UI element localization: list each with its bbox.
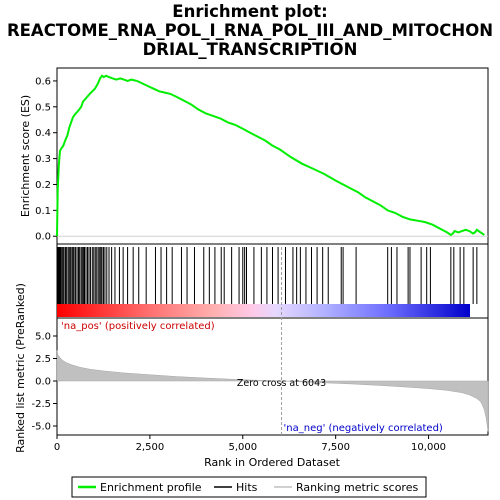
metric-y-tick-label: 5.0: [35, 332, 51, 343]
rank-color-bar: [57, 304, 470, 317]
metric-y-tick-label: 0.0: [35, 377, 51, 388]
legend-metric-label: Ranking metric scores: [296, 481, 418, 494]
es-y-tick-label: 0.6: [35, 76, 51, 87]
plot-title: Enrichment plot: REACTOME_RNA_POL_I_RNA_…: [0, 2, 500, 59]
metric-y-tick-label: -5.0: [31, 422, 51, 433]
ranking-metric-area: [56, 350, 489, 432]
title-line-1: Enrichment plot:: [172, 2, 328, 21]
es-y-tick-label: 0.2: [35, 180, 51, 191]
es-y-axis-label: Enrichment score (ES): [19, 95, 32, 217]
es-y-tick-label: 0.3: [35, 154, 51, 165]
metric-y-tick-label: -2.5: [31, 399, 51, 410]
es-y-tick-label: 0.0: [35, 232, 51, 243]
title-line-3: DRIAL_TRANSCRIPTION: [142, 40, 358, 59]
positive-correlation-label: 'na_pos' (positively correlated): [61, 321, 215, 332]
title-line-2: REACTOME_RNA_POL_I_RNA_POL_III_AND_MITOC…: [6, 21, 494, 40]
hits-group: [57, 247, 478, 304]
metric-y-axis-label: Ranked list metric (PreRanked): [14, 283, 27, 453]
es-y-ticks: 0.0 0.1 0.2 0.3 0.4 0.5 0.6: [35, 76, 57, 243]
es-y-tick-label: 0.4: [35, 128, 51, 139]
x-tick-label: 2,500: [136, 442, 165, 453]
legend-enrichment-label: Enrichment profile: [100, 481, 202, 494]
x-tick-label: 10,000: [411, 442, 446, 453]
es-panel-frame: [56, 67, 489, 245]
legend: Enrichment profile Hits Ranking metric s…: [71, 476, 427, 498]
zero-cross-label: Zero cross at 6043: [237, 378, 326, 389]
x-tick-label: 0: [54, 442, 60, 453]
x-tick-label: 5,000: [228, 442, 257, 453]
es-y-tick-label: 0.5: [35, 102, 51, 113]
metric-y-ticks: -5.0 -2.5 0.0 2.5 5.0: [31, 332, 57, 433]
x-axis-label: Rank in Ordered Dataset: [204, 456, 341, 469]
negative-correlation-label: 'na_neg' (negatively correlated): [284, 423, 443, 434]
metric-y-tick-label: 2.5: [35, 354, 51, 365]
es-y-tick-label: 0.1: [35, 206, 51, 217]
legend-hits-label: Hits: [236, 481, 258, 494]
enrichment-profile-line: [56, 74, 485, 237]
x-tick-label: 7,500: [321, 442, 350, 453]
legend-box: [71, 476, 427, 498]
x-axis-ticks: 0 2,500 5,000 7,500 10,000: [54, 435, 446, 453]
